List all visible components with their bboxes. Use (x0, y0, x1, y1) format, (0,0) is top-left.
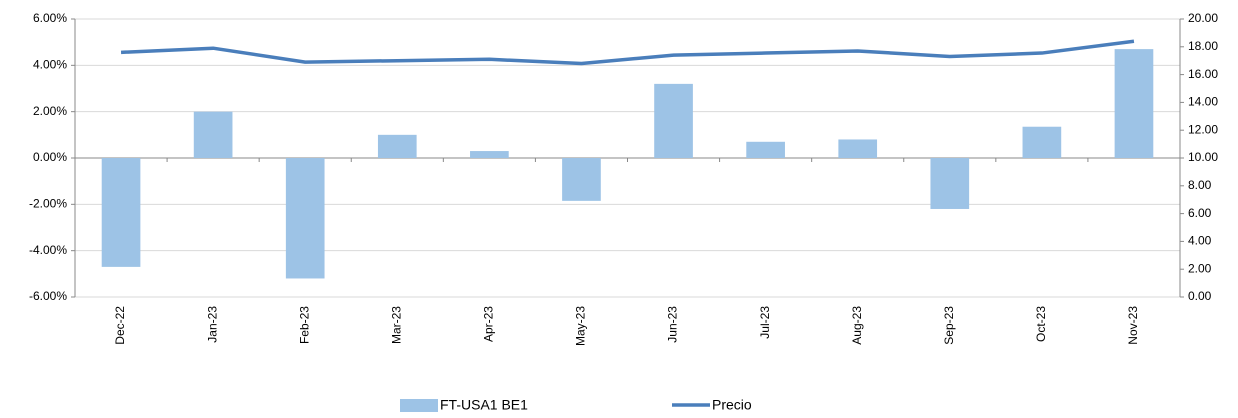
legend-label: Precio (712, 397, 752, 413)
x-tick-label: Oct-23 (1034, 306, 1048, 342)
legend-item: Precio (672, 397, 752, 413)
x-tick-label: Mar-23 (389, 306, 403, 344)
x-tick-label: Feb-23 (297, 306, 311, 344)
bar (470, 151, 509, 158)
legend-swatch (400, 399, 438, 412)
y2-tick-label: 14.00 (1188, 95, 1218, 109)
legend-label: FT-USA1 BE1 (440, 397, 528, 413)
line (120, 39, 1135, 66)
x-tick-label: Dec-22 (113, 306, 127, 345)
y2-tick-label: 12.00 (1188, 122, 1218, 136)
y-tick-label: -6.00% (29, 289, 67, 303)
y2-tick-label: 10.00 (1188, 150, 1218, 164)
bar (838, 139, 878, 158)
bar (285, 158, 325, 279)
y2-tick-label: 6.00 (1188, 206, 1212, 220)
y-tick-label: 6.00% (33, 11, 67, 25)
y2-tick-label: 20.00 (1188, 11, 1218, 25)
x-tick-label: Jul-23 (758, 306, 772, 339)
bar (193, 111, 233, 158)
bar (1114, 49, 1154, 158)
y2-tick-label: 16.00 (1188, 67, 1218, 81)
y2-tick-label: 2.00 (1188, 261, 1212, 275)
bar (654, 83, 693, 158)
y2-tick-label: 8.00 (1188, 178, 1212, 192)
legend-item: FT-USA1 BE1 (400, 397, 528, 413)
y-tick-label: 4.00% (33, 58, 67, 72)
bar (930, 158, 970, 209)
y-tick-label: -2.00% (29, 197, 67, 211)
y-tick-label: -4.00% (29, 243, 67, 257)
x-tick-label: Nov-23 (1126, 306, 1140, 345)
bar (746, 141, 785, 158)
x-tick-label: Aug-23 (850, 306, 864, 345)
y-tick-label: 2.00% (33, 104, 67, 118)
y2-tick-label: 0.00 (1188, 289, 1212, 303)
bar (377, 134, 417, 158)
x-tick-label: May-23 (574, 306, 588, 346)
x-tick-label: Sep-23 (942, 306, 956, 345)
bar (562, 158, 601, 201)
x-tick-label: Jun-23 (666, 306, 680, 343)
bar (101, 158, 141, 267)
y-tick-label: 0.00% (33, 150, 67, 164)
legend: FT-USA1 BE1 Precio (400, 397, 752, 413)
y2-tick-label: 18.00 (1188, 39, 1218, 53)
x-tick-label: Jan-23 (205, 306, 219, 343)
bar (1022, 126, 1062, 158)
x-tick-label: Apr-23 (482, 306, 496, 342)
y2-tick-label: 4.00 (1188, 234, 1212, 248)
